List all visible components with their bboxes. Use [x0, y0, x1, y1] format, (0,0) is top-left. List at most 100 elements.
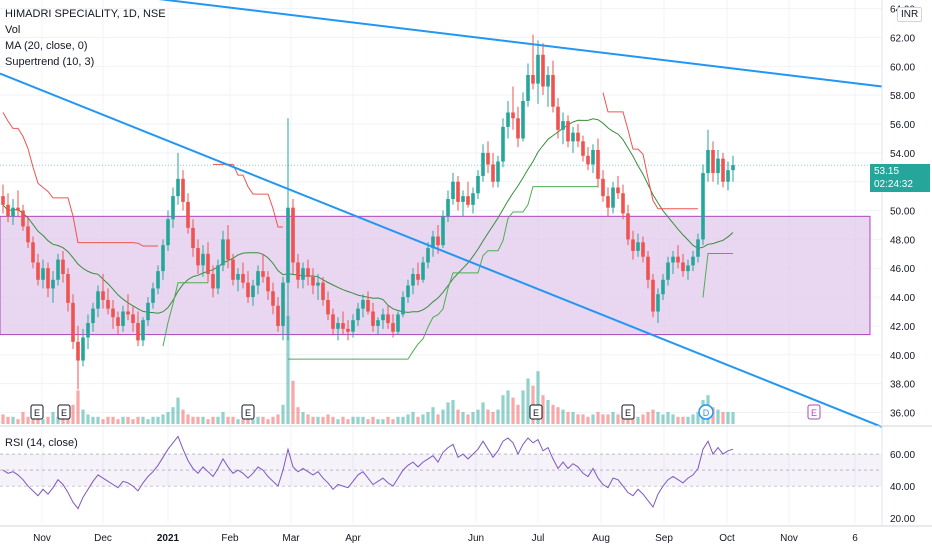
- volume-bar: [471, 412, 475, 424]
- volume-bar: [51, 412, 55, 424]
- candle: [196, 239, 200, 275]
- candle-body: [236, 274, 240, 280]
- candle-body: [696, 239, 700, 257]
- volume-bar: [251, 419, 255, 424]
- volume-bar: [331, 416, 335, 424]
- earnings-badge: [621, 404, 635, 420]
- candle: [646, 250, 650, 289]
- volume-bar: [436, 414, 440, 424]
- candle: [591, 144, 595, 174]
- currency-badge[interactable]: INR: [897, 7, 923, 22]
- symbol-title[interactable]: HIMADRI SPECIALITY, 1D, NSE: [5, 8, 166, 20]
- volume-bar: [141, 416, 145, 424]
- volume-bar: [246, 416, 250, 424]
- candle-body: [486, 152, 490, 165]
- rsi-indicator-label[interactable]: RSI (14, close): [5, 437, 78, 449]
- candle-body: [686, 265, 690, 272]
- volume-bar: [361, 416, 365, 424]
- candle: [211, 265, 215, 298]
- volume-bar: [121, 416, 125, 424]
- supertrend-indicator-label[interactable]: Supertrend (10, 3): [5, 56, 95, 68]
- candle-body: [151, 288, 155, 303]
- volume-bar: [6, 416, 10, 424]
- volume-bar: [711, 407, 715, 424]
- volume-bar: [731, 412, 735, 424]
- bar-countdown: 02:24:32: [874, 179, 913, 190]
- earnings-marker[interactable]: E: [807, 404, 821, 420]
- candle-body: [576, 132, 580, 142]
- earnings-badge: [807, 404, 821, 420]
- volume-bar: [46, 416, 50, 424]
- volume-bar: [546, 400, 550, 424]
- volume-bar: [641, 414, 645, 424]
- candle-body: [691, 256, 695, 266]
- candle-body: [561, 121, 565, 130]
- rsi-tick-label: 60.00: [890, 450, 915, 461]
- candle-body: [366, 299, 370, 312]
- earnings-marker[interactable]: E: [529, 404, 543, 420]
- price-tick-label: 60.00: [890, 62, 915, 73]
- candle: [491, 152, 495, 188]
- trendlines[interactable]: [0, 0, 883, 428]
- volume-bar: [226, 416, 230, 424]
- volume-bar: [406, 414, 410, 424]
- rsi-line: [2, 435, 734, 510]
- earnings-marker[interactable]: E: [241, 404, 255, 420]
- support-resistance-zone: [0, 215, 871, 336]
- earnings-badge: [57, 404, 71, 420]
- candle-body: [346, 328, 350, 332]
- candle: [451, 173, 455, 205]
- last-price-tag: 53.15 02:24:32: [870, 164, 930, 192]
- volume-indicator-label[interactable]: Vol: [5, 24, 21, 36]
- event-letter: E: [533, 408, 539, 418]
- candle: [76, 325, 80, 390]
- candle-body: [601, 178, 605, 197]
- volume-bar: [131, 419, 135, 424]
- earnings-marker[interactable]: E: [621, 404, 635, 420]
- candle-body: [631, 239, 635, 251]
- dividend-marker[interactable]: D: [698, 404, 714, 420]
- earnings-marker[interactable]: E: [57, 404, 71, 420]
- volume-bar: [651, 409, 655, 424]
- volume-bar: [721, 412, 725, 424]
- candle-body: [606, 196, 610, 208]
- candle-body: [426, 248, 430, 263]
- volume-bar: [431, 407, 435, 424]
- candle-body: [1, 196, 5, 205]
- event-letter: E: [625, 408, 631, 418]
- volume-bar: [156, 416, 160, 424]
- ma-indicator-label[interactable]: MA (20, close, 0): [5, 40, 88, 52]
- earnings-marker[interactable]: E: [30, 404, 44, 420]
- volume-bar: [181, 409, 185, 424]
- candle: [161, 239, 165, 280]
- price-tick-label: 44.00: [890, 293, 915, 304]
- volume-bar: [416, 416, 420, 424]
- candle-body: [111, 308, 115, 318]
- candle-body: [381, 314, 385, 321]
- candle: [6, 193, 10, 223]
- candle: [626, 204, 630, 246]
- candle-body: [541, 54, 545, 87]
- candle: [411, 268, 415, 295]
- candle: [116, 311, 120, 335]
- volume-bar: [101, 419, 105, 424]
- candle-body: [626, 213, 630, 240]
- candle-body: [556, 106, 560, 130]
- candle-body: [646, 256, 650, 280]
- candle: [306, 259, 310, 286]
- candle: [331, 308, 335, 335]
- price-tick-label: 62.00: [890, 33, 915, 44]
- candle-body: [106, 299, 110, 309]
- time-tick-label: Nov: [33, 533, 51, 544]
- candle: [51, 271, 55, 303]
- candle: [346, 320, 350, 341]
- candle-body: [231, 259, 235, 280]
- candle: [516, 106, 520, 148]
- candle: [126, 294, 130, 321]
- candle-body: [351, 320, 355, 332]
- candle-body: [471, 193, 475, 205]
- volume-bar: [296, 407, 300, 424]
- candle-body: [446, 199, 450, 217]
